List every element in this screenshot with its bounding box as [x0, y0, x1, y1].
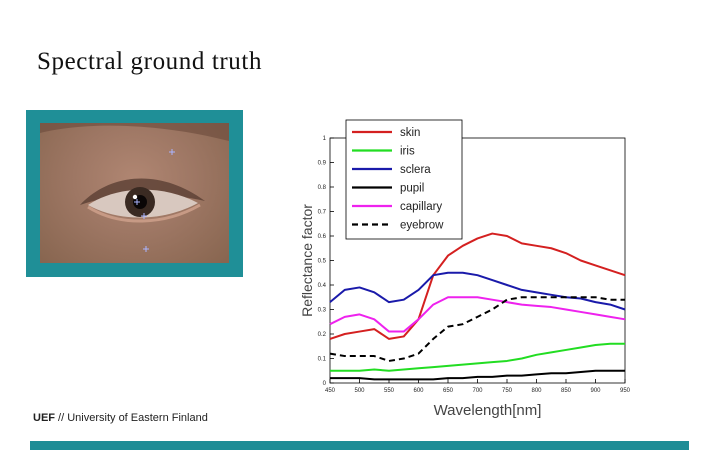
footer-university: // University of Eastern Finland — [55, 412, 208, 424]
footer-bar — [30, 441, 689, 450]
y-axis-label: Reflectance factor — [299, 204, 315, 317]
x-tick-label: 800 — [531, 388, 542, 394]
x-tick-label: 450 — [325, 388, 336, 394]
eye-photo — [40, 123, 229, 263]
series-line-sclera — [329, 271, 626, 311]
footer-text: UEF // University of Eastern Finland — [33, 412, 208, 424]
legend-label-sclera: sclera — [400, 164, 431, 176]
slide-title: Spectral ground truth — [37, 48, 263, 75]
eye-photo-illustration — [40, 123, 229, 252]
y-tick-label: 0.5 — [318, 259, 327, 265]
y-tick-label: 0.3 — [318, 308, 327, 314]
footer-org: UEF — [33, 412, 55, 424]
legend-label-iris: iris — [400, 146, 415, 158]
x-tick-label: 950 — [620, 388, 631, 394]
x-tick-label: 550 — [384, 388, 395, 394]
y-tick-label: 0.2 — [318, 332, 327, 338]
x-tick-label: 500 — [354, 388, 365, 394]
series-line-eyebrow — [329, 296, 625, 362]
chart-container: 0 0.1 0.2 0.3 0.4 0.5 0.6 0.7 0.8 0.9 1 450 500 550 60… — [290, 110, 650, 425]
x-tick-label: 700 — [472, 388, 483, 394]
y-tick-label: 0.4 — [318, 283, 327, 289]
y-tick-label: 1 — [323, 136, 327, 142]
series-line-capillary — [329, 296, 626, 333]
photo-frame — [26, 110, 243, 277]
series-line-iris — [330, 342, 625, 372]
y-tick-label: 0.9 — [318, 161, 327, 167]
legend-label-pupil: pupil — [400, 183, 424, 195]
x-tick-label: 600 — [413, 388, 424, 394]
legend-label-skin: skin — [400, 127, 420, 139]
x-axis-label: Wavelength[nm] — [434, 402, 542, 419]
series-line-pupil — [330, 369, 625, 381]
series-line-skin — [329, 232, 626, 340]
y-tick-label: 0.7 — [318, 210, 327, 216]
legend-label-eyebrow: eyebrow — [400, 220, 444, 232]
reflectance-chart: 0 0.1 0.2 0.3 0.4 0.5 0.6 0.7 0.8 0.9 1 450 500 550 60… — [299, 119, 631, 419]
x-tick-label: 900 — [590, 388, 601, 394]
x-tick-label: 650 — [443, 388, 454, 394]
legend-label-capillary: capillary — [400, 201, 442, 213]
x-tick-label: 850 — [561, 388, 572, 394]
x-tick-label: 750 — [502, 388, 513, 394]
y-tick-label: 0.6 — [318, 234, 327, 240]
y-tick-label: 0.8 — [318, 185, 327, 191]
legend-box — [345, 119, 463, 240]
y-tick-label: 0 — [323, 381, 327, 387]
y-tick-label: 0.1 — [318, 357, 327, 363]
